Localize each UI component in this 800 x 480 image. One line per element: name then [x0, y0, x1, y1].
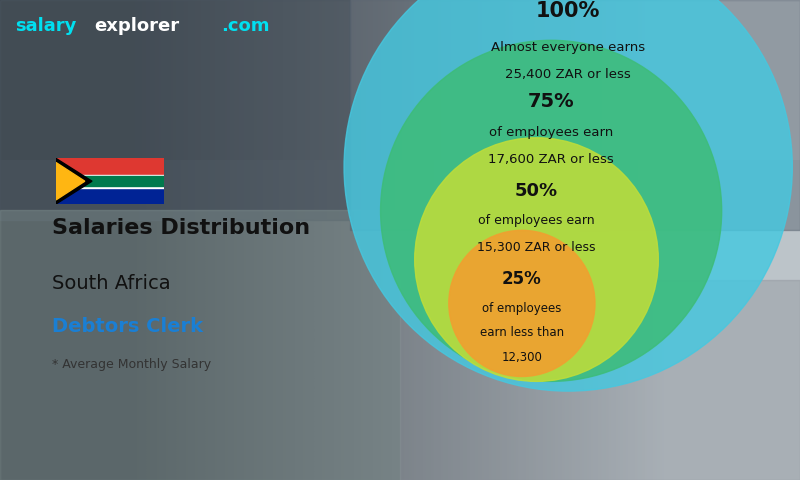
- Text: 15,300 ZAR or less: 15,300 ZAR or less: [478, 241, 596, 254]
- Text: of employees earn: of employees earn: [489, 126, 614, 139]
- Text: 50%: 50%: [515, 182, 558, 200]
- Text: Salaries Distribution: Salaries Distribution: [51, 218, 310, 239]
- Text: of employees: of employees: [482, 302, 562, 315]
- Bar: [0, 0, 350, 220]
- Text: 25%: 25%: [502, 270, 542, 288]
- Text: 12,300: 12,300: [502, 350, 542, 363]
- Text: 25,400 ZAR or less: 25,400 ZAR or less: [506, 68, 631, 81]
- Text: explorer: explorer: [94, 17, 179, 35]
- Polygon shape: [56, 158, 92, 204]
- Circle shape: [414, 138, 658, 382]
- Bar: [0, 210, 400, 480]
- Circle shape: [381, 40, 722, 382]
- Text: * Average Monthly Salary: * Average Monthly Salary: [51, 358, 210, 371]
- Text: of employees earn: of employees earn: [478, 214, 595, 227]
- Text: salary: salary: [14, 17, 76, 35]
- Text: earn less than: earn less than: [480, 326, 564, 339]
- Text: .com: .com: [221, 17, 270, 35]
- Polygon shape: [56, 163, 85, 200]
- Bar: [350, 0, 800, 230]
- Bar: [400, 280, 800, 480]
- Text: 75%: 75%: [528, 92, 574, 111]
- Bar: [56, 175, 164, 188]
- Circle shape: [449, 230, 595, 376]
- Text: South Africa: South Africa: [51, 274, 170, 293]
- Bar: [56, 176, 164, 186]
- Circle shape: [344, 0, 792, 391]
- Bar: [56, 158, 164, 181]
- Bar: [56, 181, 164, 204]
- Text: 17,600 ZAR or less: 17,600 ZAR or less: [488, 153, 614, 166]
- Text: 100%: 100%: [536, 1, 600, 21]
- Text: Almost everyone earns: Almost everyone earns: [491, 41, 646, 54]
- Text: Debtors Clerk: Debtors Clerk: [51, 317, 202, 336]
